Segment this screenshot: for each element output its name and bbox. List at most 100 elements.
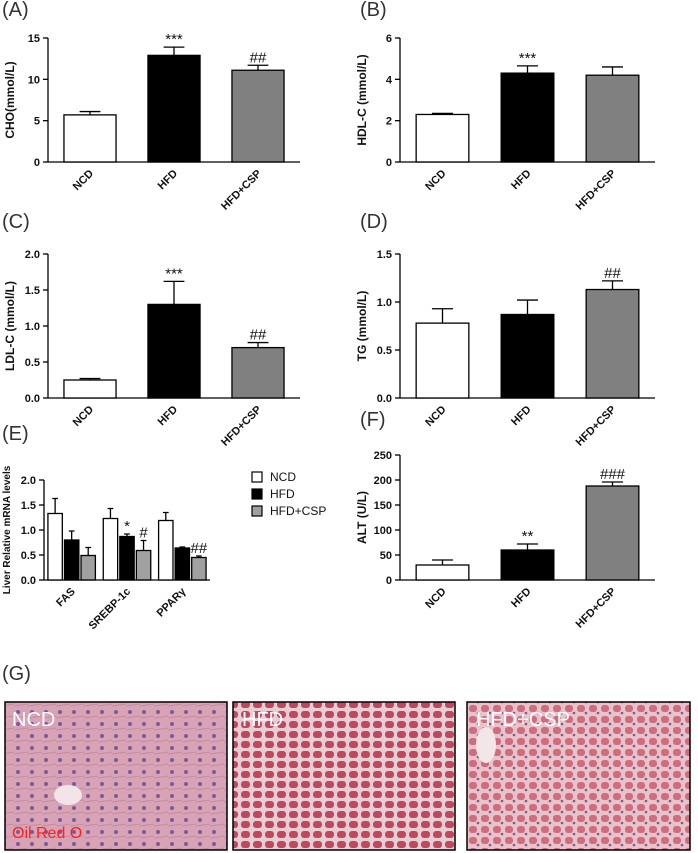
x-tick-label: HFD <box>156 404 181 429</box>
chart-title: (E) <box>2 423 29 445</box>
y-tick-label: 1.5 <box>377 249 392 261</box>
x-tick-label: NCD <box>71 404 96 429</box>
y-tick-label: 200 <box>374 475 392 487</box>
x-tick-label: HFD <box>509 404 534 429</box>
y-tick-label: 50 <box>380 550 392 562</box>
legend-swatch <box>251 471 263 483</box>
error-bar <box>52 497 58 514</box>
bar <box>500 549 555 581</box>
panel-title: (G) <box>2 663 31 685</box>
y-tick-label: 0.0 <box>377 393 392 405</box>
image-label: NCD <box>12 709 55 731</box>
significance-label: ## <box>191 540 208 557</box>
error-bar <box>516 65 539 74</box>
error-bar <box>516 543 539 550</box>
significance-label: ** <box>522 528 534 545</box>
bar <box>231 346 285 399</box>
legend-label: HFD+CSP <box>270 504 326 518</box>
error-bar <box>163 280 185 305</box>
significance-label: *** <box>165 265 183 282</box>
y-tick-label: 10 <box>28 74 40 86</box>
y-tick-label: 0 <box>386 575 392 587</box>
y-tick-label: 5 <box>34 116 40 128</box>
y-tick-label: 4 <box>386 74 393 86</box>
y-tick-label: 0.0 <box>21 575 36 587</box>
bar <box>119 535 135 581</box>
x-tick-label: SREBP-1c <box>87 586 134 633</box>
significance-label: *** <box>165 31 183 48</box>
legend-label: HFD <box>270 487 295 501</box>
chart-title: (F) <box>360 409 386 431</box>
error-bar <box>85 546 92 556</box>
y-tick-label: 1.0 <box>21 525 36 537</box>
bar <box>585 485 640 581</box>
y-tick-label: 1.5 <box>21 500 36 512</box>
x-tick-label: FAS <box>54 586 78 610</box>
x-tick-label: NCD <box>423 586 448 611</box>
error-bar <box>247 64 269 71</box>
y-tick-label: 0 <box>34 157 40 169</box>
error-bar <box>247 341 269 348</box>
chart-title: (A) <box>2 0 29 21</box>
micrograph: NCD Oil Red O <box>4 701 228 851</box>
x-tick-label: NCD <box>71 168 96 193</box>
error-bar <box>179 546 186 548</box>
bar <box>585 74 640 163</box>
bar <box>585 288 640 399</box>
error-bar <box>163 46 185 56</box>
chart-title: (D) <box>360 211 388 233</box>
y-axis-label: LDL-C (mmol/L) <box>3 281 17 371</box>
legend-swatch <box>251 488 263 500</box>
y-axis-label: Liver Relative mRNA levels <box>2 465 13 594</box>
y-tick-label: 15 <box>28 33 40 45</box>
y-axis-label: ALT (U/L) <box>355 491 369 544</box>
bar <box>47 512 63 581</box>
bar <box>63 379 117 399</box>
chart-title: (C) <box>2 211 30 233</box>
bar <box>231 69 285 163</box>
x-tick-label: HFD+CSP <box>574 168 619 213</box>
error-bar <box>107 507 114 519</box>
legend-label: NCD <box>270 470 296 484</box>
error-bar <box>124 533 130 537</box>
y-tick-label: 1.0 <box>377 297 392 309</box>
significance-label: *** <box>519 50 537 67</box>
significance-label: ### <box>600 466 626 483</box>
error-bar <box>162 511 169 521</box>
bar <box>500 72 555 163</box>
chart-title: (B) <box>360 0 387 21</box>
bar <box>500 313 555 399</box>
bar <box>147 54 201 163</box>
x-tick-label: HFD+CSP <box>219 404 264 449</box>
micrograph: HFD+CSP <box>466 701 691 851</box>
significance-label: ## <box>250 49 267 66</box>
y-tick-label: 0.0 <box>25 393 40 405</box>
error-bar <box>431 308 454 324</box>
stain-label: Oil Red O <box>12 825 82 842</box>
y-tick-label: 1.0 <box>25 321 40 333</box>
x-tick-label: HFD+CSP <box>219 168 264 213</box>
bar <box>63 114 117 163</box>
error-bar <box>79 377 101 380</box>
bar <box>191 556 207 581</box>
bar <box>415 322 470 399</box>
significance-label: # <box>139 525 148 542</box>
bar <box>157 519 174 581</box>
y-tick-label: 2.0 <box>25 249 40 261</box>
significance-label: ## <box>604 265 621 282</box>
image-label: HFD <box>242 709 283 731</box>
error-bar <box>68 530 75 540</box>
error-bar <box>79 110 101 115</box>
y-tick-label: 0 <box>386 157 392 169</box>
y-axis-label: TG (mmol/L) <box>355 291 369 362</box>
y-tick-label: 250 <box>374 450 392 462</box>
error-bar <box>601 481 624 486</box>
error-bar <box>431 112 454 115</box>
x-tick-label: HFD <box>509 168 534 193</box>
legend-swatch <box>251 505 263 517</box>
y-tick-label: 150 <box>374 500 392 512</box>
error-bar <box>196 555 202 558</box>
y-tick-label: 2 <box>386 116 392 128</box>
x-tick-label: HFD+CSP <box>574 404 619 449</box>
